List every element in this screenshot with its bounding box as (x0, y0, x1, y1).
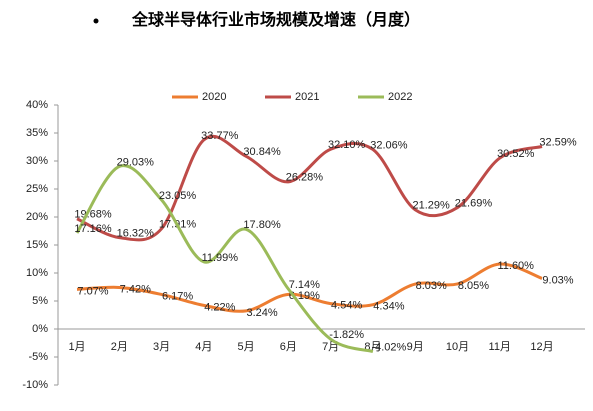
data-label: 17.80% (243, 219, 281, 231)
y-tick-label: 10% (26, 267, 48, 279)
data-label: 6.17% (162, 290, 193, 302)
bullet (93, 18, 99, 24)
x-tick-label: 2月 (111, 341, 128, 353)
data-label: 17.16% (74, 223, 112, 235)
x-tick-label: 1月 (68, 341, 85, 353)
data-label: 30.52% (497, 148, 535, 160)
data-label: 4.34% (373, 301, 404, 313)
data-label: 23.05% (159, 190, 197, 202)
data-label: 21.29% (413, 200, 451, 212)
data-label: 19.68% (74, 209, 112, 221)
y-tick-label: 0% (32, 323, 48, 335)
x-tick-label: 5月 (238, 341, 255, 353)
y-tick-label: 5% (32, 295, 48, 307)
data-label: 32.59% (539, 136, 577, 148)
y-tick-label: 15% (26, 239, 48, 251)
y-tick-label: 40% (26, 99, 48, 111)
data-label: 7.07% (77, 285, 108, 297)
data-label: 21.69% (455, 197, 493, 209)
data-label: 4.54% (331, 299, 362, 311)
series-line (75, 164, 374, 353)
data-label: 16.32% (117, 228, 155, 240)
x-tick-label: 11月 (489, 341, 511, 353)
y-tick-label: 25% (26, 183, 48, 195)
data-label: 11.99% (202, 252, 239, 264)
legend-label: 2020 (202, 91, 226, 103)
data-label: 26.28% (286, 172, 324, 184)
data-label: 9.03% (542, 274, 573, 286)
legend-label: 2022 (388, 91, 412, 103)
y-tick-label: 20% (26, 211, 48, 223)
y-tick-label: 35% (26, 127, 48, 139)
data-label: 32.10% (328, 139, 366, 151)
chart-title: 全球半导体行业市场规模及增速（月度） (131, 10, 420, 29)
data-label: 8.03% (416, 280, 447, 292)
x-tick-label: 3月 (153, 341, 170, 353)
x-tick-label: 12月 (530, 341, 553, 353)
data-label: 32.06% (370, 139, 408, 151)
data-label: -4.02% (371, 341, 406, 353)
data-label: 3.24% (246, 307, 277, 319)
y-tick-label: -10% (22, 379, 48, 391)
x-tick-label: 9月 (407, 341, 424, 353)
series-line (76, 262, 543, 313)
x-tick-label: 10月 (446, 341, 469, 353)
x-tick-label: 6月 (280, 341, 297, 353)
legend-label: 2021 (295, 91, 319, 103)
data-label: 11.60% (497, 260, 534, 272)
x-tick-label: 4月 (195, 341, 212, 353)
series-line (76, 134, 543, 242)
data-label: 4.22% (204, 301, 235, 313)
data-label: 8.05% (458, 280, 489, 292)
y-tick-label: -5% (28, 351, 48, 363)
data-label: 33.77% (201, 130, 239, 142)
data-label: 30.84% (243, 146, 281, 158)
data-label: 7.42% (120, 283, 151, 295)
data-label: 7.14% (289, 279, 320, 291)
y-tick-label: 30% (26, 155, 48, 167)
x-tick-label: 7月 (322, 341, 339, 353)
data-label: 29.03% (117, 156, 155, 168)
data-label: -1.82% (329, 329, 364, 341)
